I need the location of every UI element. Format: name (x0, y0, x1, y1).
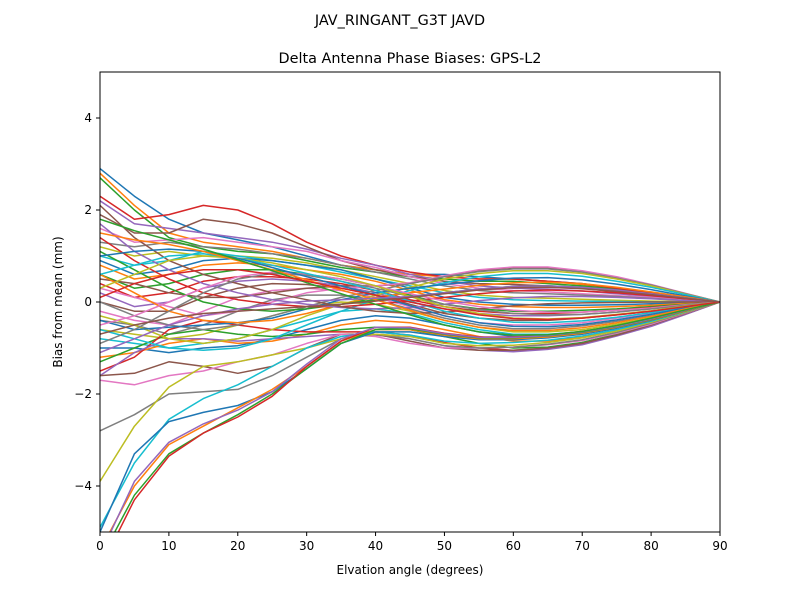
x-tick-label: 0 (96, 539, 104, 553)
series-line-19 (100, 301, 720, 340)
series-line-27 (100, 301, 720, 386)
y-axis-label: Bias from mean (mm) (51, 236, 65, 367)
y-tick-label: 2 (84, 203, 92, 217)
x-tick-label: 30 (299, 539, 314, 553)
series-line-8 (100, 241, 720, 303)
series-line-35 (109, 301, 720, 532)
series-line-56 (100, 286, 720, 335)
series-line-17 (100, 287, 720, 326)
x-axis-label: Elvation angle (degrees) (337, 563, 484, 577)
x-tick-label: 40 (368, 539, 383, 553)
x-tick-label: 50 (437, 539, 452, 553)
series-line-30 (100, 301, 720, 528)
y-tick-label: 0 (84, 295, 92, 309)
y-axis: −4 −2 0 2 4 (74, 111, 100, 493)
series-line-31 (100, 301, 720, 532)
series-line-52 (100, 232, 720, 332)
series-line-54 (100, 269, 720, 321)
series-line-42 (100, 273, 720, 324)
series-line-38 (100, 268, 720, 331)
x-tick-label: 10 (161, 539, 176, 553)
x-tick-label: 60 (506, 539, 521, 553)
series-line-5 (100, 200, 720, 303)
series-line-45 (100, 223, 720, 310)
x-tick-label: 90 (712, 539, 727, 553)
x-axis: 0 10 20 30 40 50 60 70 80 90 (96, 532, 728, 553)
chart-title: Delta Antenna Phase Biases: GPS-L2 (279, 51, 542, 67)
x-tick-label: 20 (230, 539, 245, 553)
y-tick-label: −4 (74, 479, 92, 493)
series-line-55 (100, 285, 720, 354)
series-line-39 (100, 269, 720, 345)
chart-suptitle: JAV_RINGANT_G3T JAVD (314, 13, 485, 29)
x-tick-label: 80 (643, 539, 658, 553)
series-line-46 (100, 204, 720, 315)
y-tick-label: −2 (74, 387, 92, 401)
series-line-7 (100, 227, 720, 303)
x-tick-label: 70 (575, 539, 590, 553)
series-layer (100, 168, 720, 532)
series-line-50 (100, 252, 720, 324)
y-tick-label: 4 (84, 111, 92, 125)
series-line-40 (100, 272, 720, 352)
series-line-41 (100, 276, 720, 331)
series-line-29 (100, 301, 720, 482)
series-line-53 (100, 218, 720, 336)
series-line-28 (100, 301, 720, 432)
series-line-4 (100, 195, 720, 303)
series-line-47 (100, 271, 720, 326)
